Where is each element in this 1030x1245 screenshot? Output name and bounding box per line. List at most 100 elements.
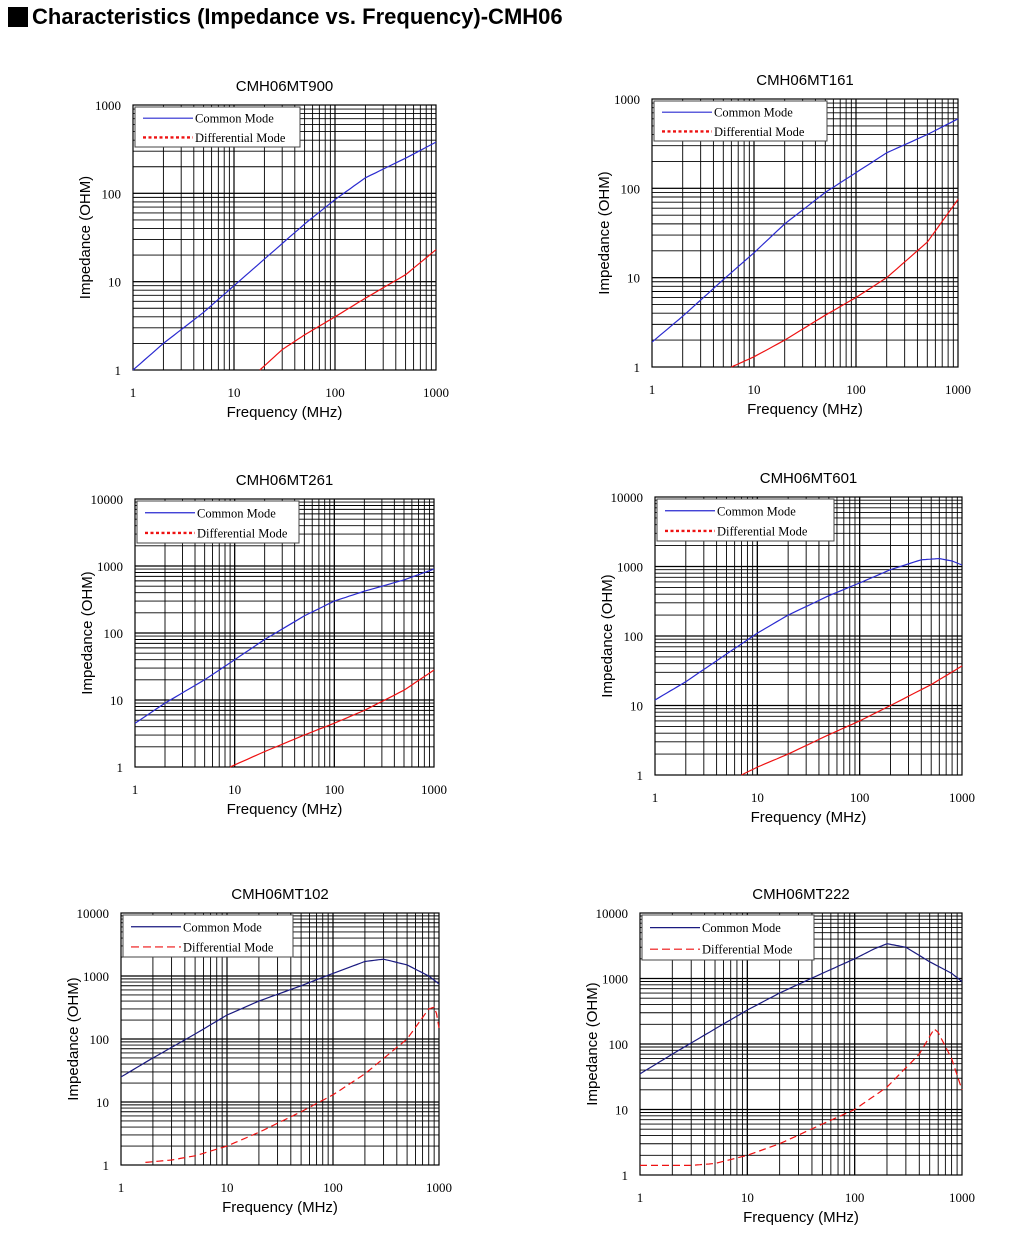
legend: Common Mode Differential Mode (136, 500, 300, 544)
y-axis-label: Impedance (OHM) (584, 982, 601, 1105)
series-common-mode-line (120, 958, 440, 1078)
plot-frame (132, 104, 437, 371)
series-differential-mode-line (229, 669, 435, 768)
x-tick-label: 1000 (423, 385, 449, 400)
y-tick-label: 10 (110, 693, 123, 708)
y-axis-label: Impedance (OHM) (79, 571, 96, 694)
chart-title: CMH06MT261 (236, 472, 334, 489)
y-tick-label: 10000 (611, 490, 644, 505)
legend-common-mode-label: Common Mode (197, 506, 276, 520)
y-axis-label: Impedance (OHM) (65, 977, 82, 1100)
x-tick-label: 10 (751, 790, 764, 805)
y-tick-label: 1 (103, 1158, 110, 1173)
x-tick-label: 1000 (949, 790, 975, 805)
y-tick-label: 100 (621, 181, 641, 196)
chart-title: CMH06MT601 (760, 470, 858, 487)
plot-frame (120, 912, 440, 1166)
legend-box (136, 500, 300, 544)
x-axis-label: Frequency (MHz) (751, 809, 867, 826)
y-tick-label: 10 (108, 275, 121, 290)
legend-differential-mode-label: Differential Mode (183, 940, 274, 954)
series-common-mode-line (134, 568, 435, 724)
y-tick-label: 10000 (596, 906, 629, 921)
plot-frame (639, 912, 963, 1176)
series-common-mode-line (639, 943, 963, 1075)
x-tick-label: 1 (132, 782, 139, 797)
series-differential-mode-line (640, 1027, 963, 1166)
y-axis-label: Impedance (OHM) (599, 574, 616, 697)
y-tick-label: 10 (630, 699, 643, 714)
x-tick-label: 100 (850, 790, 870, 805)
x-tick-label: 10 (228, 782, 241, 797)
y-tick-label: 1 (634, 360, 641, 375)
x-axis-label: Frequency (MHz) (747, 401, 863, 418)
y-tick-label: 1000 (602, 972, 628, 987)
x-tick-label: 10 (748, 382, 761, 397)
x-tick-label: 10 (228, 385, 241, 400)
x-axis-label: Frequency (MHz) (227, 801, 343, 818)
y-tick-label: 1000 (614, 92, 640, 107)
x-tick-label: 100 (323, 1180, 343, 1195)
legend-box (653, 100, 828, 142)
legend-common-mode-label: Common Mode (714, 106, 793, 120)
y-tick-label: 100 (609, 1037, 629, 1052)
y-tick-label: 100 (104, 626, 124, 641)
y-tick-label: 1 (117, 760, 124, 775)
x-tick-label: 1000 (949, 1190, 975, 1205)
plot-frame (134, 498, 435, 768)
legend-box (656, 498, 835, 542)
series-common-mode-line (651, 118, 959, 343)
plot-frame (654, 496, 963, 776)
legend-box (122, 914, 294, 958)
y-tick-label: 10 (615, 1103, 628, 1118)
y-tick-label: 100 (102, 186, 122, 201)
y-tick-label: 10 (627, 271, 640, 286)
y-tick-label: 1 (622, 1168, 629, 1183)
series-differential-mode-line (731, 199, 959, 368)
x-tick-label: 1 (652, 790, 659, 805)
series-common-mode-line (654, 557, 963, 701)
legend: Common Mode Differential Mode (122, 914, 294, 958)
y-tick-label: 1 (637, 768, 644, 783)
x-tick-label: 10 (221, 1180, 234, 1195)
chart-title: CMH06MT102 (231, 886, 329, 903)
legend-box (641, 914, 815, 961)
chart-title: CMH06MT222 (752, 886, 850, 903)
legend-common-mode-label: Common Mode (195, 112, 274, 126)
series-differential-mode-line (145, 1006, 440, 1163)
page-title: Characteristics (Impedance vs. Frequency… (8, 4, 563, 30)
x-tick-label: 1000 (945, 382, 971, 397)
x-tick-label: 1 (130, 385, 137, 400)
series-common-mode-line (132, 141, 437, 371)
y-axis-label: Impedance (OHM) (77, 176, 94, 299)
y-tick-label: 1000 (83, 969, 109, 984)
x-tick-label: 1000 (426, 1180, 452, 1195)
x-tick-label: 1 (637, 1190, 644, 1205)
x-axis-label: Frequency (MHz) (743, 1209, 859, 1226)
y-tick-label: 10 (96, 1095, 109, 1110)
y-tick-label: 100 (624, 629, 644, 644)
y-tick-label: 100 (90, 1032, 110, 1047)
legend: Common Mode Differential Mode (656, 498, 835, 542)
x-tick-label: 10 (741, 1190, 754, 1205)
legend: Common Mode Differential Mode (653, 100, 828, 142)
x-axis-label: Frequency (MHz) (227, 404, 343, 421)
legend-differential-mode-label: Differential Mode (717, 524, 808, 538)
y-tick-label: 10000 (91, 492, 124, 507)
x-tick-label: 100 (845, 1190, 865, 1205)
x-tick-label: 100 (846, 382, 866, 397)
plot-frame (651, 98, 959, 368)
chart-title: CMH06MT900 (236, 78, 334, 95)
series-differential-mode-line (741, 665, 963, 776)
title-square-icon (8, 7, 28, 27)
x-tick-label: 1 (649, 382, 656, 397)
legend-differential-mode-label: Differential Mode (702, 943, 793, 957)
y-tick-label: 1 (115, 363, 122, 378)
legend-box (134, 106, 301, 148)
